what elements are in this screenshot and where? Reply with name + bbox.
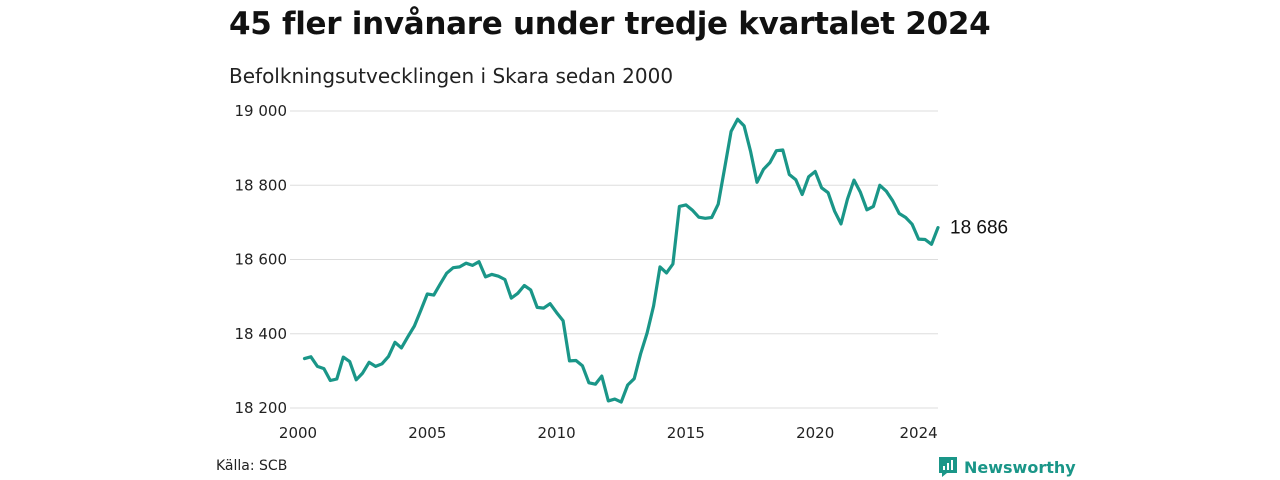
- newsworthy-logo-icon: [939, 457, 957, 477]
- x-axis-labels: 2000 2005 2010 2015 2020 2024: [279, 424, 938, 442]
- brand-name: Newsworthy: [964, 457, 1076, 477]
- population-series-line: [302, 117, 940, 404]
- series-layer: [302, 117, 940, 404]
- source-note: Källa: SCB: [216, 458, 288, 474]
- x-tick-label: 2010: [537, 424, 575, 442]
- y-tick-label: 18 400: [235, 325, 288, 343]
- y-axis-labels: 18 200 18 400 18 600 18 800 19 000: [235, 102, 288, 417]
- end-value-label: 18 686: [950, 218, 1008, 239]
- x-tick-label: 2005: [408, 424, 446, 442]
- y-tick-label: 18 600: [235, 251, 288, 269]
- y-tick-label: 18 200: [235, 399, 288, 417]
- y-tick-label: 19 000: [235, 102, 288, 120]
- brand-logo: Newsworthy: [938, 456, 1076, 478]
- x-tick-label: 2020: [796, 424, 834, 442]
- x-tick-label: 2024: [900, 424, 938, 442]
- y-tick-label: 18 800: [235, 176, 288, 194]
- x-tick-label: 2015: [667, 424, 705, 442]
- chart-subtitle: Befolkningsutvecklingen i Skara sedan 20…: [229, 64, 674, 88]
- chart-title: 45 fler invånare under tredje kvartalet …: [229, 6, 991, 42]
- grid-layer: [290, 110, 938, 409]
- x-tick-label: 2000: [279, 424, 317, 442]
